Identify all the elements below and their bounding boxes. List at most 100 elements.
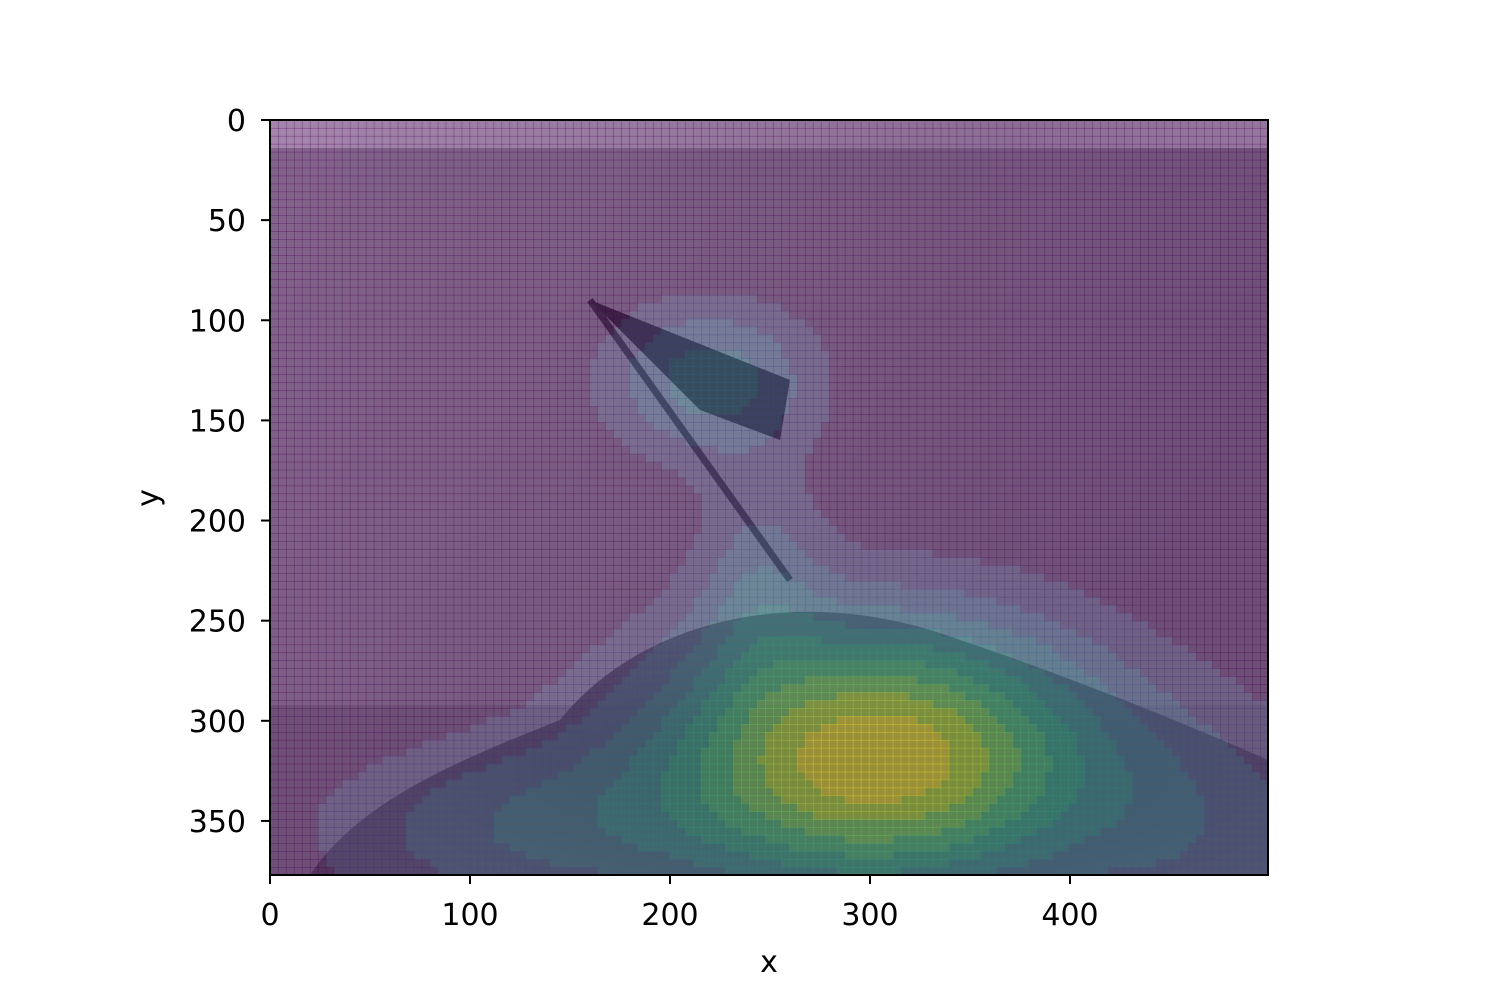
density-cell (317, 358, 327, 367)
density-cell (637, 151, 646, 161)
density-cell (772, 199, 782, 209)
density-cell (812, 127, 822, 137)
density-cell (317, 278, 327, 288)
density-cell (1140, 271, 1149, 280)
density-cell (293, 247, 303, 256)
density-cell (1252, 342, 1261, 352)
density-cell (1044, 286, 1054, 296)
density-cell (749, 358, 758, 367)
density-cell (333, 286, 343, 296)
density-cell (509, 326, 519, 336)
density-cell (844, 207, 854, 216)
density-cell (669, 215, 678, 224)
density-cell (1180, 318, 1189, 328)
density-cell (1188, 167, 1197, 177)
density-cell (948, 247, 958, 256)
density-cell (1092, 151, 1101, 161)
density-cell (956, 342, 966, 352)
density-cell (701, 247, 710, 256)
density-cell (1236, 143, 1245, 153)
density-cell (589, 167, 598, 177)
density-cell (908, 390, 918, 399)
density-cell (501, 247, 511, 256)
density-cell (1052, 263, 1062, 272)
density-cell (948, 422, 958, 431)
density-cell (309, 358, 319, 367)
density-cell (461, 135, 471, 145)
density-cell (1196, 207, 1205, 216)
density-cell (597, 120, 606, 129)
density-cell (932, 422, 942, 431)
density-cell (1212, 215, 1221, 224)
density-cell (1172, 175, 1181, 185)
density-cell (669, 159, 678, 169)
density-cell (557, 247, 566, 256)
density-cell (413, 167, 423, 177)
density-cell (349, 326, 359, 336)
density-cell (844, 390, 854, 399)
density-cell (357, 294, 367, 304)
density-cell (796, 183, 806, 193)
density-cell (493, 358, 503, 367)
density-cell (597, 135, 606, 145)
density-cell (1092, 318, 1101, 328)
density-cell (429, 278, 439, 288)
density-cell (1084, 366, 1093, 375)
density-cell (980, 271, 990, 280)
density-cell (357, 183, 367, 193)
density-cell (565, 414, 574, 423)
density-cell (1212, 223, 1221, 232)
density-cell (1204, 374, 1213, 383)
density-cell (1236, 271, 1245, 280)
density-cell (996, 135, 1006, 145)
density-cell (709, 366, 718, 375)
density-cell (860, 310, 870, 320)
density-cell (812, 334, 822, 344)
density-cell (645, 350, 654, 360)
density-cell (780, 223, 790, 232)
density-cell (804, 342, 814, 352)
density-cell (581, 127, 590, 137)
density-cell (860, 271, 870, 280)
density-cell (461, 231, 471, 240)
density-cell (1004, 302, 1014, 312)
density-cell (389, 191, 399, 201)
density-cell (908, 350, 918, 360)
density-cell (1020, 390, 1030, 399)
density-cell (1036, 350, 1046, 360)
density-cell (333, 199, 343, 209)
density-cell (1076, 247, 1085, 256)
density-cell (461, 310, 471, 320)
density-cell (788, 406, 798, 415)
density-cell (285, 382, 295, 391)
density-cell (389, 382, 399, 391)
density-cell (1028, 326, 1038, 336)
density-cell (270, 127, 279, 137)
density-cell (765, 382, 774, 391)
density-cell (772, 374, 782, 383)
density-cell (1116, 310, 1125, 320)
density-cell (717, 191, 726, 201)
density-cell (293, 135, 303, 145)
density-cell (980, 223, 990, 232)
density-cell (788, 231, 798, 240)
density-cell (749, 374, 758, 383)
density-cell (381, 414, 391, 423)
density-cell (1228, 223, 1237, 232)
density-cell (421, 231, 431, 240)
density-cell (1108, 278, 1117, 288)
density-cell (1076, 350, 1085, 360)
density-cell (621, 191, 630, 201)
density-cell (988, 294, 998, 304)
density-cell (844, 318, 854, 328)
density-cell (924, 247, 934, 256)
density-cell (948, 414, 958, 423)
density-cell (1092, 239, 1101, 248)
density-cell (645, 414, 654, 423)
density-cell (1100, 159, 1109, 169)
density-cell (741, 398, 750, 407)
density-cell (517, 231, 527, 240)
density-cell (988, 135, 998, 145)
density-cell (1228, 342, 1237, 352)
density-cell (517, 406, 527, 415)
